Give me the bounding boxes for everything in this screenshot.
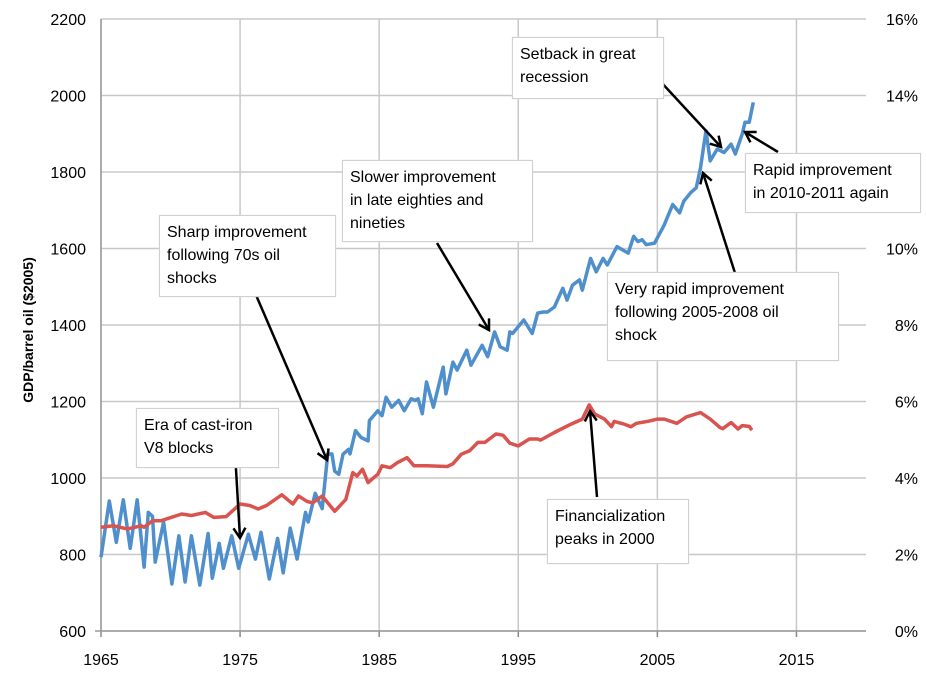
arrow-financialization [590, 411, 599, 498]
y2-tick-label: 0% [895, 624, 918, 641]
y-tick-label: 1200 [50, 395, 86, 412]
annotation-line: Very rapid improvement [615, 281, 784, 298]
annotation-line: peaks in 2000 [555, 531, 655, 548]
arrow-rapid-improvement-2010 [745, 132, 779, 154]
y-axis-title: GDP/barrel oil ($2005) [20, 257, 36, 403]
y2-tick-label: 4% [895, 471, 918, 488]
annotation-line: nineties [350, 215, 406, 232]
y-tick-label: 2200 [50, 12, 86, 29]
x-tick-label: 1985 [361, 652, 397, 669]
annotation-line: V8 blocks [144, 440, 214, 457]
x-tick-label: 2015 [779, 652, 815, 669]
y2-tick-label: 2% [895, 548, 918, 565]
y-tick-label: 1000 [50, 471, 86, 488]
arrow-very-rapid-improvement [703, 173, 737, 274]
series-line-percent [100, 403, 754, 531]
annotation-cast-iron-era: Era of cast-iron V8 blocks [136, 408, 279, 468]
annotation-line: Financialization [555, 508, 666, 525]
annotation-line: Sharp improvement [167, 224, 307, 241]
annotation-very-rapid-improvement: Very rapid improvement following 2005-20… [607, 272, 839, 361]
y-tick-label: 800 [59, 548, 86, 565]
x-tick-label: 1965 [83, 652, 119, 669]
y2-tick-label: 6% [895, 395, 918, 412]
y-tick-label: 1400 [50, 318, 86, 335]
annotation-line: Rapid improvement [753, 162, 892, 179]
y-tick-label: 600 [59, 624, 86, 641]
y-tick-label: 2000 [50, 89, 86, 106]
annotation-rapid-improvement-2010: Rapid improvement in 2010-2011 again [745, 153, 921, 213]
y-tick-label: 1800 [50, 165, 86, 182]
arrow-slower-improvement [435, 242, 489, 330]
annotation-line: Slower improvement [350, 169, 496, 186]
y2-tick-label: 14% [886, 89, 918, 106]
x-tick-label: 1975 [222, 652, 258, 669]
annotation-setback-recession: Setback in great recession [512, 37, 664, 99]
y-tick-label: 1600 [50, 242, 86, 259]
annotation-line: Era of cast-iron [144, 417, 253, 434]
annotation-line: following 2005-2008 oil [615, 304, 779, 321]
x-tick-label: 1995 [500, 652, 536, 669]
annotation-line: recession [520, 69, 589, 86]
annotation-sharp-improvement: Sharp improvement following 70s oil shoc… [159, 215, 336, 297]
annotation-line: in 2010-2011 again [753, 185, 889, 202]
annotation-line: in late eighties and [350, 192, 484, 209]
y2-tick-label: 8% [895, 318, 918, 335]
arrow-sharp-improvement [254, 294, 327, 460]
annotation-line: shocks [167, 270, 217, 287]
annotation-slower-improvement: Slower improvement in late eighties and … [342, 160, 533, 242]
y2-tick-label: 10% [886, 242, 918, 259]
series-line-gdp-per-barrel [99, 102, 756, 587]
annotation-line: following 70s oil [167, 247, 280, 264]
y2-tick-label: 16% [886, 12, 918, 29]
annotation-line: shock [615, 327, 657, 344]
x-tick-label: 2005 [640, 652, 676, 669]
annotation-line: Setback in great [520, 46, 636, 63]
annotation-financialization: Financialization peaks in 2000 [547, 499, 689, 564]
